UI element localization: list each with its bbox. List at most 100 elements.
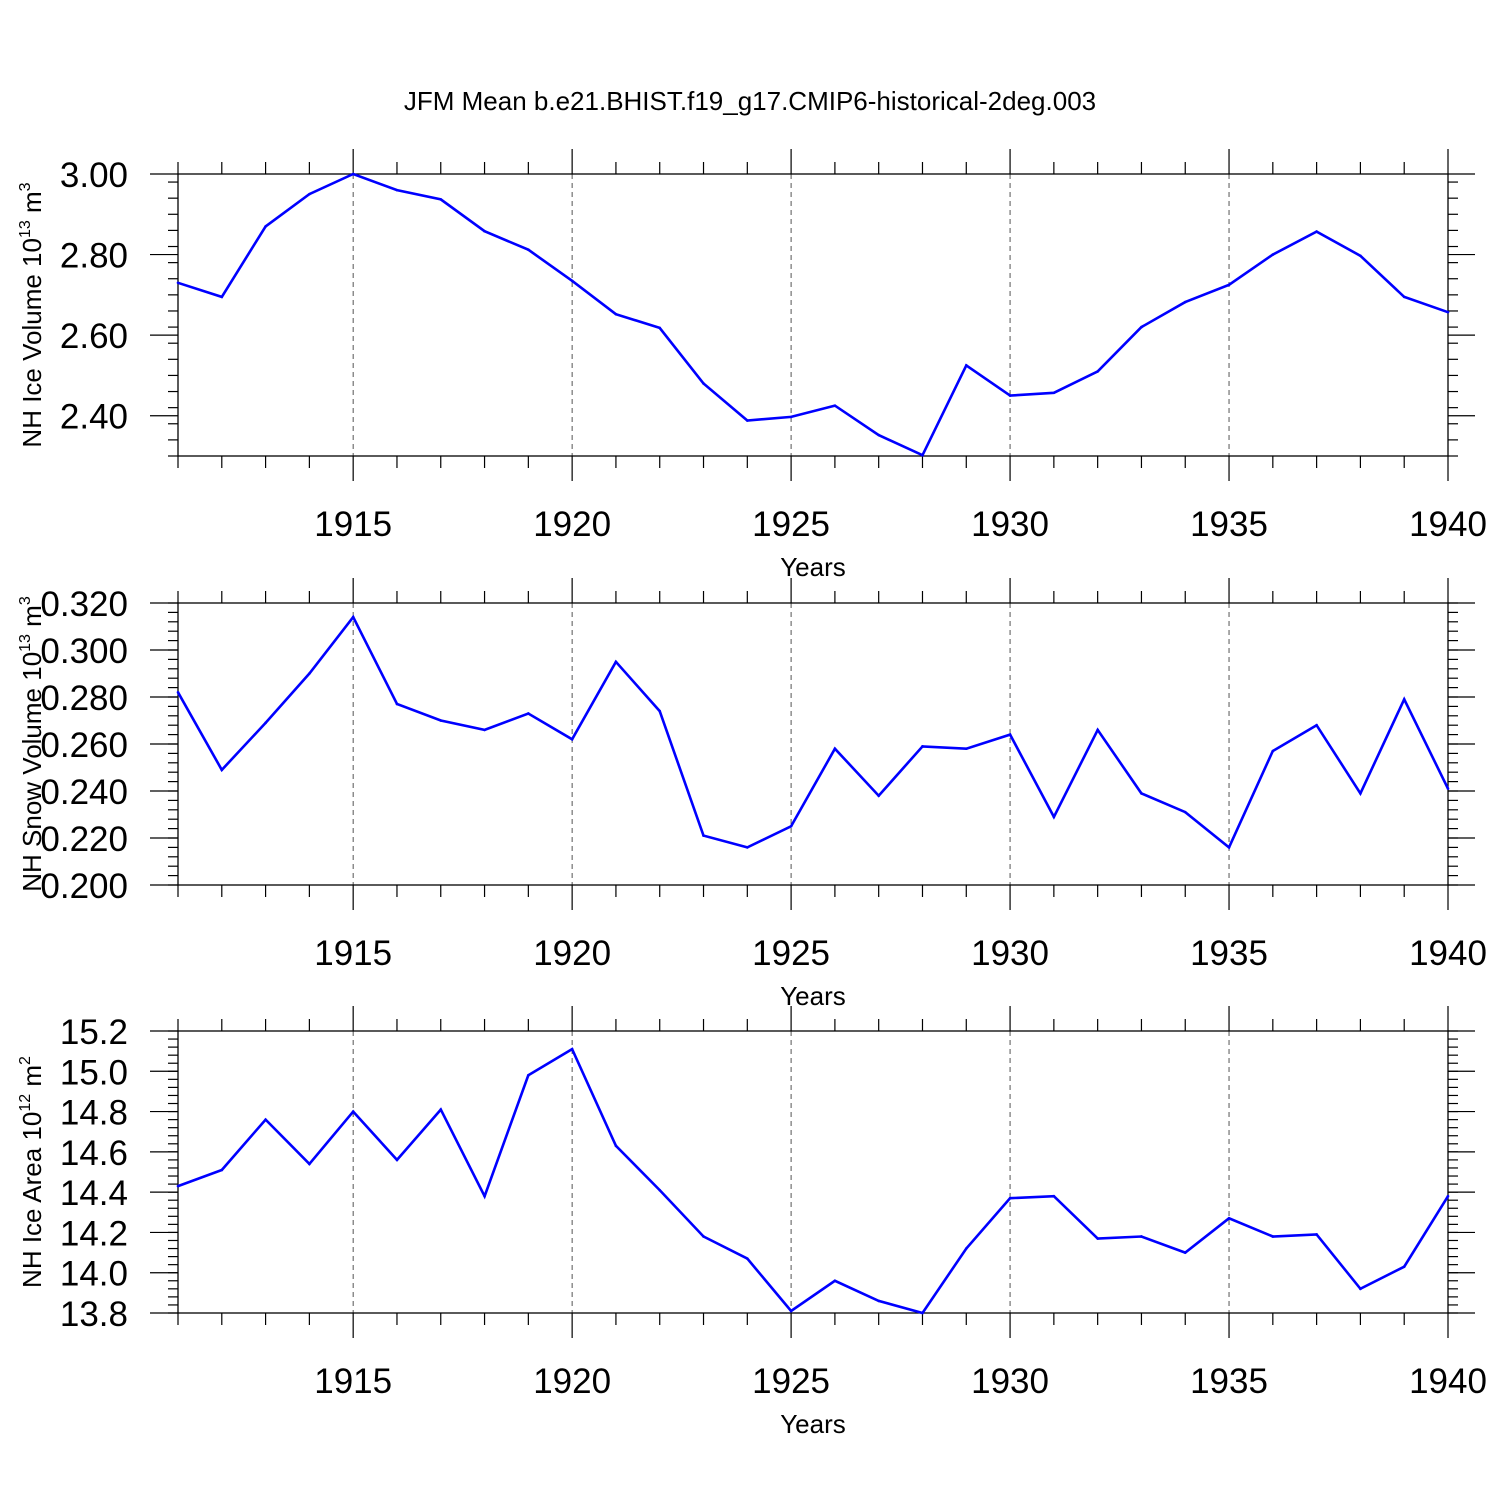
x-tick-label: 1940 bbox=[1409, 934, 1487, 973]
y-tick-label: 0.320 bbox=[40, 585, 128, 624]
data-point bbox=[746, 1257, 749, 1260]
y-axis-label-exponent: 13 bbox=[17, 220, 34, 238]
x-tick-label: 1935 bbox=[1190, 934, 1268, 973]
data-point bbox=[439, 1108, 443, 1111]
x-tick-label: 1930 bbox=[971, 1362, 1049, 1401]
x-tick-label: 1920 bbox=[533, 505, 611, 544]
y-axis-label-text: NH Ice Area 10 bbox=[17, 1112, 47, 1288]
data-point bbox=[1315, 230, 1318, 233]
y-axis-label: NH Ice Area 1012 m2 bbox=[17, 1056, 47, 1288]
data-point bbox=[176, 1184, 180, 1188]
data-point bbox=[220, 1168, 224, 1172]
y-axis-label-text: NH Snow Volume 10 bbox=[17, 652, 47, 892]
data-point bbox=[1096, 1237, 1099, 1240]
x-tick-label: 1925 bbox=[752, 1362, 830, 1401]
data-point bbox=[220, 768, 224, 772]
data-point bbox=[1008, 1196, 1012, 1200]
data-point bbox=[921, 1311, 924, 1315]
y-tick-label: 0.300 bbox=[40, 632, 128, 671]
data-point bbox=[921, 453, 924, 457]
x-tick-label: 1915 bbox=[314, 934, 392, 973]
x-axis-label: Years bbox=[780, 552, 846, 582]
data-point bbox=[964, 747, 968, 750]
y-tick-label: 14.2 bbox=[60, 1214, 128, 1253]
data-point bbox=[964, 364, 968, 367]
data-point bbox=[614, 312, 618, 316]
y-axis-label-text: NH Ice Volume 10 bbox=[17, 238, 47, 448]
y-tick-label: 13.8 bbox=[60, 1295, 128, 1334]
data-point bbox=[746, 419, 749, 422]
plot-frame bbox=[177, 1030, 1449, 1314]
data-point bbox=[1315, 723, 1318, 727]
data-point bbox=[833, 747, 837, 750]
x-tick-label: 1915 bbox=[314, 505, 392, 544]
data-point bbox=[527, 712, 530, 715]
data-point bbox=[351, 1110, 355, 1113]
data-point bbox=[1227, 846, 1231, 849]
data-point bbox=[220, 295, 224, 299]
x-axis-label: Years bbox=[780, 981, 846, 1011]
data-point bbox=[1008, 394, 1012, 397]
series-line bbox=[177, 1047, 1450, 1315]
data-point bbox=[614, 660, 618, 664]
data-point bbox=[1271, 253, 1275, 256]
data-point bbox=[1140, 325, 1143, 329]
data-point bbox=[527, 1074, 530, 1077]
data-point bbox=[264, 225, 267, 228]
data-point bbox=[1096, 370, 1099, 373]
data-point bbox=[1402, 698, 1406, 701]
y-tick-label: 14.8 bbox=[60, 1094, 128, 1133]
data-point bbox=[702, 834, 705, 837]
data-point bbox=[1140, 1235, 1143, 1238]
x-tick-label: 1935 bbox=[1190, 1362, 1268, 1401]
data-point bbox=[1008, 733, 1012, 736]
data-point bbox=[439, 198, 443, 201]
y-axis-label-exponent: 3 bbox=[17, 596, 34, 605]
data-point bbox=[964, 1247, 968, 1250]
data-point bbox=[1359, 254, 1362, 258]
data-point bbox=[1052, 815, 1056, 819]
data-point bbox=[877, 433, 880, 437]
data-point bbox=[439, 719, 443, 722]
data-point bbox=[1052, 1194, 1056, 1198]
x-tick-label: 1940 bbox=[1409, 1362, 1487, 1401]
y-tick-label: 0.220 bbox=[40, 820, 128, 859]
data-point bbox=[570, 279, 574, 283]
data-point bbox=[351, 615, 355, 619]
data-point bbox=[833, 1279, 837, 1283]
data-point bbox=[1271, 1235, 1275, 1238]
data-point bbox=[1183, 810, 1187, 814]
data-point bbox=[877, 794, 880, 797]
y-tick-label: 0.260 bbox=[40, 726, 128, 765]
y-tick-label: 0.240 bbox=[40, 773, 128, 812]
ice-volume-panel: 2.40 2.60 2.80 3.00 1915 1920 1925 1930 1935 1940… bbox=[17, 149, 1487, 582]
data-point bbox=[308, 1162, 311, 1166]
data-point bbox=[351, 172, 355, 176]
y-tick-label: 0.280 bbox=[40, 679, 128, 718]
x-tick-label: 1930 bbox=[971, 505, 1049, 544]
y-tick-label: 14.4 bbox=[60, 1174, 128, 1213]
y-axis-label-exponent: 3 bbox=[17, 182, 34, 191]
data-point bbox=[1446, 787, 1450, 790]
x-tick-label: 1925 bbox=[752, 505, 830, 544]
data-point bbox=[614, 1144, 618, 1148]
data-point bbox=[176, 691, 180, 694]
data-point bbox=[1096, 728, 1099, 732]
y-tick-label: 15.2 bbox=[60, 1013, 128, 1052]
ice-area-panel: 13.814.014.214.414.614.815.015.2 1915 1920… bbox=[17, 1006, 1487, 1439]
y-axis-label-exponent: 2 bbox=[17, 1056, 34, 1065]
y-axis-label-exponent: 13 bbox=[17, 634, 34, 652]
y-tick-label: 14.6 bbox=[60, 1134, 128, 1173]
x-tick-label: 1920 bbox=[533, 934, 611, 973]
y-axis-label-unit: m bbox=[17, 191, 47, 220]
x-axis-label: Years bbox=[780, 1409, 846, 1439]
plot-frame bbox=[177, 173, 1449, 457]
data-point bbox=[308, 192, 311, 196]
data-point bbox=[658, 1188, 662, 1192]
data-point bbox=[746, 846, 749, 849]
y-tick-label: 3.00 bbox=[60, 156, 128, 195]
data-point bbox=[1271, 749, 1275, 753]
data-point bbox=[789, 415, 793, 419]
data-point bbox=[264, 1118, 267, 1121]
